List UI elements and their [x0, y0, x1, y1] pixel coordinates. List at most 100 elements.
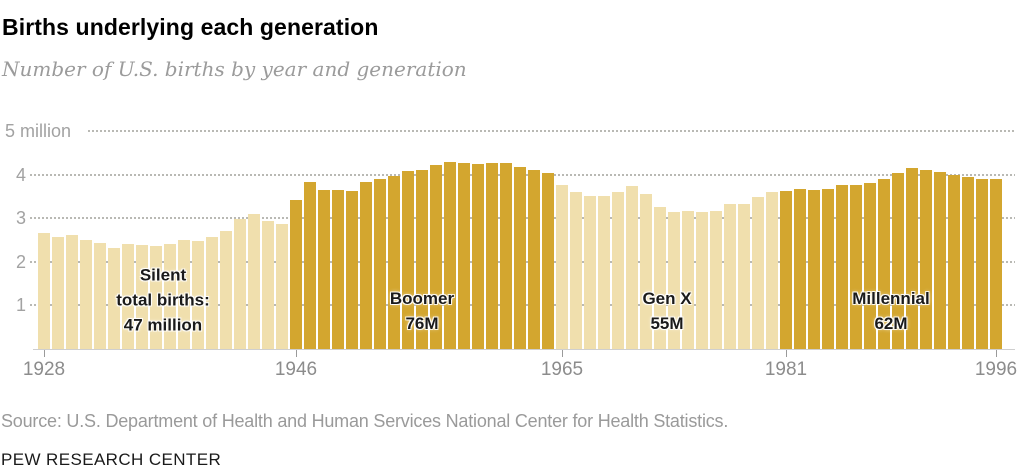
x-axis-label-1981: 1981 [764, 359, 808, 380]
bar-1930 [66, 234, 78, 349]
bar-1955 [416, 170, 428, 349]
bar-1947 [304, 182, 316, 349]
bar-1943 [248, 213, 260, 349]
bar-1950 [346, 190, 358, 349]
y-axis-label-1: 1 [16, 295, 27, 316]
annotation-line: 62M [874, 314, 908, 333]
bar-1990 [906, 167, 918, 349]
y-axis-label-5: 5 million [5, 121, 72, 141]
bar-1996 [990, 179, 1002, 349]
bar-1994 [962, 176, 974, 349]
bar-1949 [332, 189, 344, 349]
x-tick-1996 [995, 350, 997, 357]
bar-1981 [780, 190, 792, 349]
x-axis-label-1965: 1965 [540, 359, 584, 380]
bar-1969 [612, 192, 624, 349]
annotation-line: Millennial [852, 289, 930, 308]
page-title: Births underlying each generation [2, 14, 379, 40]
bar-1944 [262, 220, 274, 349]
bar-1932 [94, 242, 106, 349]
bar-1963 [528, 170, 540, 349]
bar-1964 [542, 173, 554, 349]
bar-1968 [598, 196, 610, 349]
bar-1939 [192, 241, 204, 349]
bar-1967 [584, 195, 596, 349]
bar-1971 [640, 193, 652, 349]
bar-1956 [430, 165, 442, 349]
bar-1979 [752, 196, 764, 349]
bar-1929 [52, 236, 64, 349]
bar-1977 [724, 203, 736, 349]
generation-label-silent: Silent total births: 47 million [116, 263, 210, 338]
bar-1978 [738, 203, 750, 349]
annotation-line: 76M [405, 314, 439, 333]
generation-label-gen-x: Gen X 55M [642, 286, 691, 336]
bar-1935 [136, 245, 148, 349]
bar-1958 [458, 163, 470, 349]
bar-1948 [318, 190, 330, 349]
bar-1983 [808, 190, 820, 349]
bar-1988 [878, 178, 890, 349]
y-axis-label-4: 4 [16, 164, 27, 185]
x-axis-line [33, 349, 1015, 350]
bar-1980 [766, 191, 778, 349]
bar-1957 [444, 161, 456, 349]
bar-1938 [178, 240, 190, 349]
bar-1937 [164, 243, 176, 349]
x-axis-label-1928: 1928 [22, 359, 66, 380]
bar-1992 [934, 171, 946, 349]
bar-1972 [654, 206, 666, 349]
bar-1942 [234, 218, 246, 349]
bar-1982 [794, 188, 806, 349]
bar-1993 [948, 174, 960, 349]
bar-1952 [374, 178, 386, 349]
annotation-line: total births: [116, 290, 210, 310]
x-tick-1928 [43, 350, 45, 357]
annotation-line: Silent [139, 265, 187, 285]
bar-1966 [570, 191, 582, 349]
bar-1975 [696, 212, 708, 349]
bar-1987 [864, 182, 876, 349]
bar-1928 [38, 232, 50, 349]
annotation-line: 47 million [123, 315, 203, 335]
y-axis-label-2: 2 [16, 251, 27, 272]
bar-1946 [290, 200, 302, 349]
bar-1960 [486, 163, 498, 349]
annotation-line: Boomer [389, 289, 455, 308]
x-tick-1965 [561, 350, 563, 357]
bar-1941 [220, 231, 232, 349]
bar-1984 [822, 188, 834, 349]
bar-1934 [122, 244, 134, 349]
x-tick-1946 [295, 350, 297, 357]
bar-1936 [150, 246, 162, 349]
x-tick-1981 [785, 350, 787, 357]
source-note: Source: U.S. Department of Health and Hu… [1, 411, 729, 431]
bar-1970 [626, 186, 638, 349]
bar-1985 [836, 185, 848, 349]
bar-1933 [108, 248, 120, 349]
y-axis-label-3: 3 [16, 208, 27, 229]
bar-1965 [556, 185, 568, 349]
bar-1991 [920, 169, 932, 349]
bar-1974 [682, 211, 694, 349]
generation-label-millennial: Millennial 62M [852, 286, 929, 336]
bar-1951 [360, 182, 372, 349]
bar-1931 [80, 239, 92, 349]
bar-1953 [388, 175, 400, 349]
brand-footer: PEW RESEARCH CENTER [1, 450, 222, 469]
bar-1973 [668, 212, 680, 349]
gridline-5 [88, 130, 1015, 132]
bar-1945 [276, 224, 288, 349]
bar-1989 [892, 172, 904, 349]
bar-1995 [976, 178, 988, 349]
bar-1940 [206, 237, 218, 349]
bar-1954 [402, 171, 414, 349]
chart-subtitle: Number of U.S. births by year and genera… [2, 57, 467, 81]
bar-1976 [710, 210, 722, 349]
bar-1962 [514, 167, 526, 349]
x-axis-label-1996: 1996 [974, 359, 1018, 380]
annotation-line: 55M [650, 314, 684, 333]
bar-1961 [500, 162, 512, 349]
